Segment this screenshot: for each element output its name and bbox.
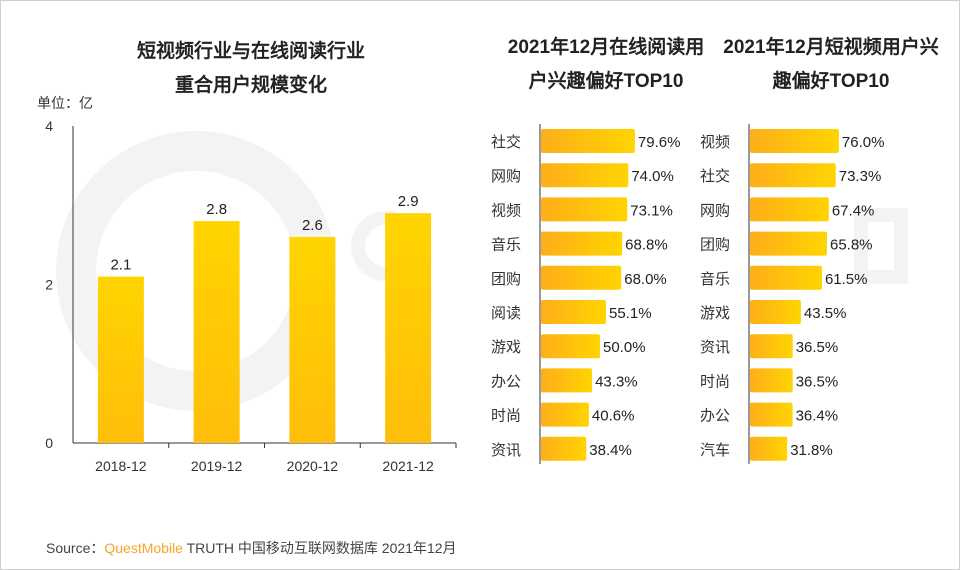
data-label: 2.1	[110, 257, 131, 274]
y-tick-label: 2	[45, 277, 53, 293]
unit-label: 单位：亿	[37, 95, 93, 111]
source-prefix: Source：	[46, 540, 105, 556]
category-label: 汽车	[700, 442, 730, 459]
data-label: 43.5%	[804, 305, 847, 322]
category-label: 游戏	[491, 339, 521, 356]
data-label: 2.8	[206, 201, 227, 218]
data-label: 67.4%	[832, 202, 875, 219]
chart1-title-line1: 短视频行业与在线阅读行业	[136, 41, 365, 62]
chart2-title-line2: 户兴趣偏好TOP10	[528, 71, 684, 92]
category-label: 视频	[700, 134, 730, 151]
bar	[750, 300, 801, 324]
bar	[193, 221, 240, 443]
data-label: 61.5%	[825, 271, 868, 288]
bar	[541, 163, 629, 188]
category-label: 时尚	[491, 408, 521, 425]
bar	[385, 213, 432, 443]
bar	[750, 334, 793, 359]
category-label: 社交	[491, 133, 521, 151]
data-label: 36.5%	[796, 339, 839, 356]
bar	[750, 163, 836, 188]
chart1-title-line2: 重合用户规模变化	[174, 75, 327, 96]
category-label: 团购	[700, 237, 730, 254]
data-label: 50.0%	[603, 339, 646, 356]
data-label: 55.1%	[609, 305, 652, 322]
x-tick-label: 2021-12	[382, 458, 434, 474]
category-label: 游戏	[700, 305, 730, 322]
chart2-title-line1: 2021年12月在线阅读用	[507, 37, 705, 58]
category-label: 办公	[491, 373, 521, 390]
source-text: TRUTH 中国移动互联网数据库 2021年12月	[182, 540, 457, 556]
bar	[541, 129, 635, 153]
category-label: 音乐	[491, 237, 521, 254]
bar	[541, 368, 593, 393]
x-tick-label: 2020-12	[287, 458, 339, 474]
bar	[750, 402, 793, 427]
x-tick-label: 2019-12	[191, 458, 243, 474]
data-label: 43.3%	[595, 373, 638, 390]
data-label: 40.6%	[592, 408, 635, 425]
bar	[97, 276, 144, 443]
bar	[750, 231, 827, 256]
bar	[541, 197, 628, 222]
data-label: 68.8%	[625, 237, 668, 254]
watermark-shape	[854, 208, 908, 284]
bar	[750, 368, 793, 393]
x-tick-label: 2018-12	[95, 458, 147, 474]
bar	[541, 231, 623, 256]
bar	[750, 129, 839, 153]
data-label: 36.4%	[796, 408, 839, 425]
category-label: 阅读	[491, 305, 521, 322]
chart3-title: 2021年12月短视频用户兴 趣偏好TOP10	[711, 31, 951, 99]
chart3-title-line2: 趣偏好TOP10	[772, 71, 890, 92]
category-label: 视频	[491, 202, 521, 219]
chart2-title: 2021年12月在线阅读用 户兴趣偏好TOP10	[491, 31, 721, 99]
bar	[750, 197, 829, 222]
data-label: 38.4%	[589, 442, 632, 459]
bar	[541, 300, 607, 324]
source-note: Source：QuestMobile TRUTH 中国移动互联网数据库 2021…	[46, 538, 457, 558]
data-label: 73.3%	[839, 168, 882, 185]
category-label: 网购	[491, 168, 521, 185]
category-label: 办公	[700, 408, 730, 425]
data-label: 65.8%	[830, 237, 873, 254]
bar	[750, 265, 822, 290]
category-label: 团购	[491, 271, 521, 288]
data-label: 31.8%	[790, 442, 833, 459]
data-label: 68.0%	[624, 271, 667, 288]
data-label: 2.9	[398, 193, 419, 210]
data-label: 73.1%	[630, 202, 673, 219]
y-tick-label: 0	[45, 435, 53, 451]
category-label: 音乐	[700, 271, 730, 288]
bar	[750, 436, 788, 461]
y-tick-label: 4	[45, 118, 53, 134]
data-label: 76.0%	[842, 134, 885, 151]
category-label: 网购	[700, 202, 730, 219]
chart3-title-line1: 2021年12月短视频用户兴	[723, 37, 939, 58]
data-label: 36.5%	[796, 373, 839, 390]
category-label: 时尚	[700, 373, 730, 390]
category-label: 资讯	[491, 442, 521, 459]
data-label: 74.0%	[631, 168, 674, 185]
bar	[541, 436, 587, 461]
bar	[541, 402, 589, 427]
data-label: 2.6	[302, 217, 323, 234]
data-label: 79.6%	[638, 134, 681, 151]
category-label: 社交	[700, 167, 730, 185]
chart1-title: 短视频行业与在线阅读行业 重合用户规模变化	[81, 35, 421, 103]
bar	[541, 265, 622, 290]
bar	[541, 334, 600, 359]
bar	[289, 236, 336, 443]
category-label: 资讯	[700, 339, 730, 356]
source-brand: QuestMobile	[104, 540, 183, 556]
